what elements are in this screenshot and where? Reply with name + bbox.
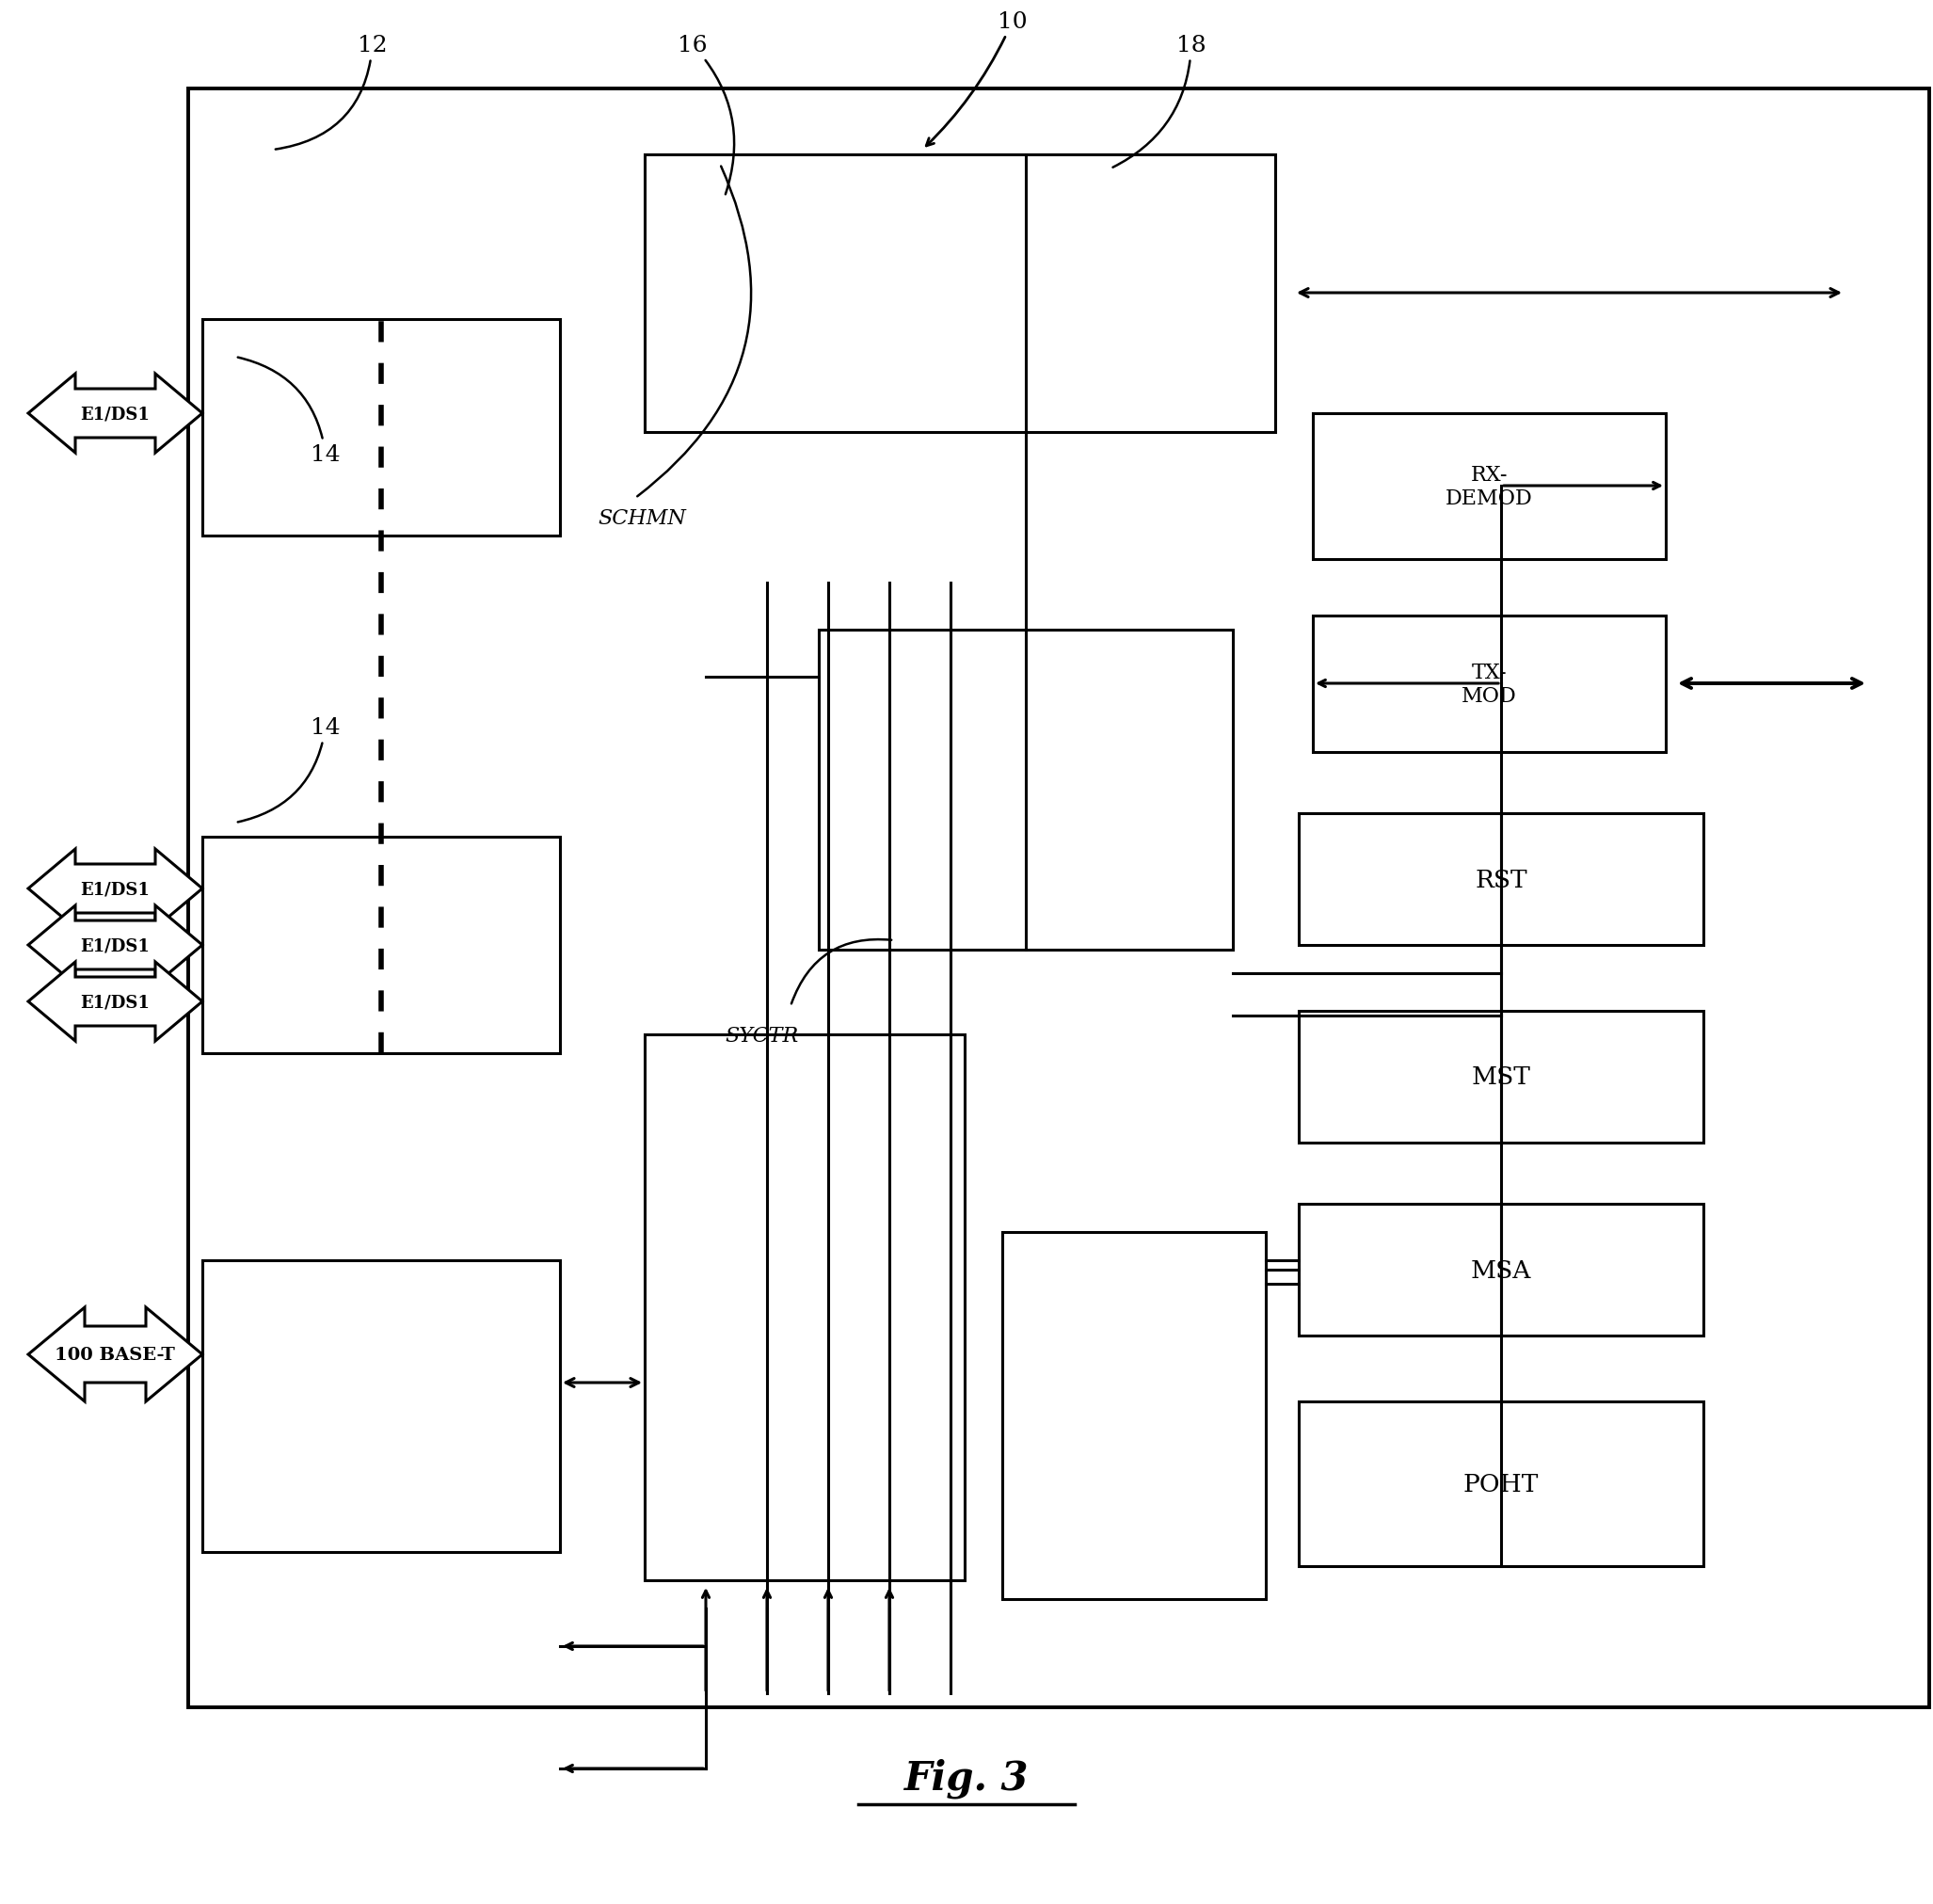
Text: 14: 14 [238, 716, 340, 823]
Text: TX-
MOD: TX- MOD [1461, 663, 1517, 706]
Text: E1/DS1: E1/DS1 [79, 937, 149, 954]
Text: RST: RST [1475, 868, 1527, 891]
Bar [1003, 1232, 1266, 1599]
Text: SCHMN: SCHMN [597, 508, 686, 529]
Bar [1313, 413, 1666, 560]
Text: 18: 18 [1113, 34, 1206, 168]
Text: MST: MST [1471, 1066, 1531, 1089]
Text: E1/DS1: E1/DS1 [79, 406, 149, 423]
Bar [1299, 1011, 1703, 1142]
Text: E1/DS1: E1/DS1 [79, 880, 149, 897]
Bar [188, 89, 1929, 1708]
Text: 16: 16 [678, 34, 735, 194]
Bar [820, 630, 1233, 950]
Bar [644, 156, 1276, 432]
Bar [1313, 617, 1666, 752]
Polygon shape [29, 375, 203, 453]
Bar [203, 838, 561, 1053]
Text: E1/DS1: E1/DS1 [79, 994, 149, 1011]
Text: MSA: MSA [1471, 1259, 1531, 1281]
Bar [203, 1260, 561, 1552]
Text: 100 BASE-T: 100 BASE-T [54, 1346, 176, 1363]
Bar [1299, 813, 1703, 946]
Text: RX-
DEMOD: RX- DEMOD [1446, 465, 1533, 508]
Text: 12: 12 [276, 34, 387, 150]
Text: SYCTR: SYCTR [725, 1026, 798, 1045]
Bar [1299, 1203, 1703, 1337]
Polygon shape [29, 962, 203, 1041]
Bar [1299, 1401, 1703, 1567]
Text: 14: 14 [238, 358, 340, 466]
Polygon shape [29, 906, 203, 984]
Polygon shape [29, 1308, 203, 1401]
Text: Fig. 3: Fig. 3 [905, 1757, 1028, 1797]
Text: 10: 10 [926, 11, 1026, 147]
Bar [644, 1034, 965, 1580]
Text: POHT: POHT [1463, 1472, 1539, 1497]
Polygon shape [29, 849, 203, 929]
Bar [203, 320, 561, 537]
